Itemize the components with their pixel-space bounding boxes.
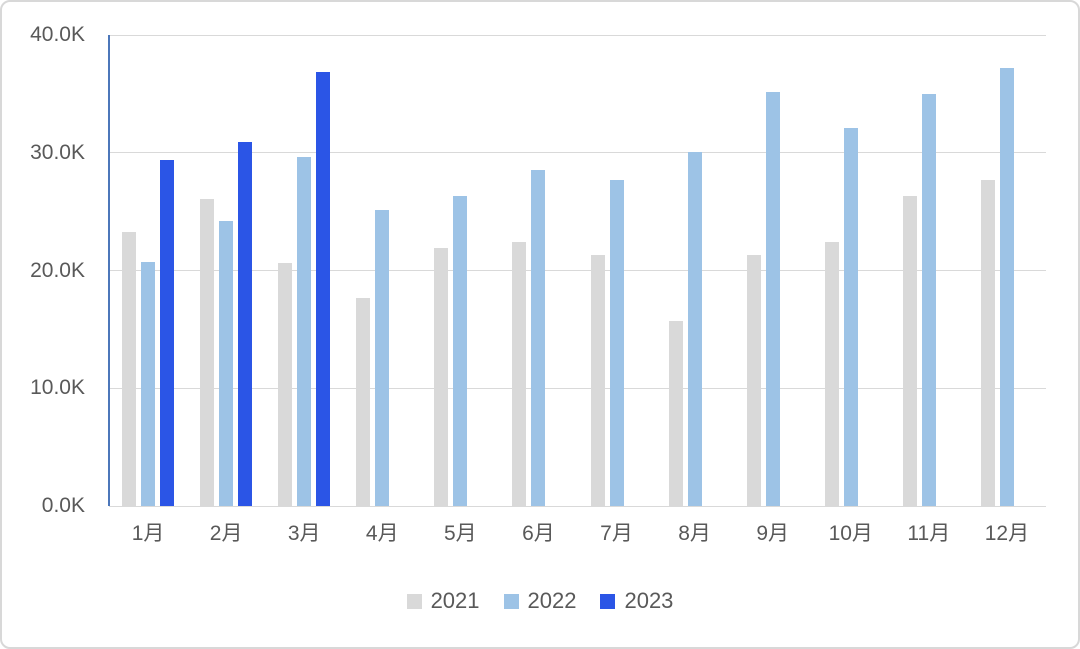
bar-2021-4月 bbox=[356, 297, 371, 506]
bar-2022-1月 bbox=[141, 262, 156, 506]
bar-2022-8月 bbox=[687, 151, 702, 506]
x-tick-label: 9月 bbox=[756, 522, 789, 545]
bar-2021-12月 bbox=[980, 179, 995, 506]
legend-item-2022: 2022 bbox=[503, 588, 577, 614]
bar-group-11月 bbox=[890, 35, 968, 506]
legend-label: 2023 bbox=[624, 588, 674, 613]
gridline-30.0K bbox=[109, 152, 1046, 154]
bar-2022-11月 bbox=[921, 93, 936, 506]
bar-2022-6月 bbox=[531, 170, 546, 506]
x-tick-label: 2月 bbox=[209, 522, 243, 545]
legend: 2021 2022 2023 bbox=[2, 588, 1078, 614]
bar-group-10月 bbox=[812, 35, 890, 506]
legend-swatch-icon bbox=[406, 593, 422, 609]
x-tick-label: 12月 bbox=[984, 522, 1030, 545]
x-tick-label: 10月 bbox=[828, 522, 873, 545]
y-tick-label: 10.0K bbox=[30, 376, 85, 400]
bar-group-8月 bbox=[656, 35, 734, 506]
bar-2021-7月 bbox=[590, 255, 605, 506]
bar-2021-1月 bbox=[122, 231, 137, 506]
bar-2021-9月 bbox=[746, 255, 761, 506]
bars-layer bbox=[109, 35, 1046, 506]
x-tick-label: 1月 bbox=[131, 522, 165, 545]
y-tick-label: 20.0K bbox=[30, 258, 85, 282]
gridline-40.0K bbox=[109, 34, 1046, 36]
bar-group-12月 bbox=[968, 35, 1046, 506]
bar-group-4月 bbox=[343, 35, 421, 506]
bar-group-5月 bbox=[421, 35, 499, 506]
legend-item-2021: 2021 bbox=[406, 588, 480, 614]
bar-2023-3月 bbox=[316, 71, 331, 506]
bar-2022-5月 bbox=[453, 196, 468, 506]
bar-group-7月 bbox=[577, 35, 655, 506]
bar-group-6月 bbox=[499, 35, 577, 506]
legend-item-2023: 2023 bbox=[600, 588, 673, 614]
bar-2021-6月 bbox=[512, 242, 527, 506]
x-tick-label: 6月 bbox=[522, 522, 555, 545]
y-tick-label: 30.0K bbox=[30, 140, 85, 164]
gridline-10.0K bbox=[109, 387, 1046, 389]
bar-2021-2月 bbox=[200, 198, 215, 506]
bar-2022-9月 bbox=[765, 91, 780, 506]
x-tick-label: 8月 bbox=[678, 522, 711, 545]
bar-group-1月 bbox=[109, 35, 187, 506]
bar-2022-12月 bbox=[999, 67, 1014, 506]
gridline-20.0K bbox=[109, 270, 1046, 271]
y-tick-label: 0.0K bbox=[41, 494, 85, 517]
x-tick-label: 11月 bbox=[907, 522, 951, 545]
legend-label: 2021 bbox=[430, 588, 480, 613]
bar-group-3月 bbox=[265, 35, 343, 506]
y-axis-labels: 0.0K 10.0K 20.0K 30.0K 40.0K bbox=[2, 23, 97, 517]
bar-2021-8月 bbox=[668, 321, 683, 506]
y-axis-line bbox=[108, 35, 110, 506]
plot-area bbox=[108, 34, 1046, 507]
bar-2022-4月 bbox=[375, 210, 390, 506]
x-tick-label: 3月 bbox=[287, 522, 321, 545]
legend-swatch-icon bbox=[503, 593, 519, 609]
bar-2021-11月 bbox=[902, 196, 917, 506]
x-tick-label: 7月 bbox=[600, 522, 633, 545]
x-tick-label: 5月 bbox=[444, 522, 477, 545]
bar-group-2月 bbox=[187, 35, 265, 506]
x-tick-label: 4月 bbox=[365, 522, 399, 545]
bar-2021-3月 bbox=[278, 263, 293, 506]
x-axis-labels: 1月 2月 3月 4月 5月 6月 7月 8月 9月 10月 11月 12月 bbox=[109, 519, 1046, 549]
y-tick-label: 40.0K bbox=[30, 23, 85, 46]
gridline-0.0K bbox=[109, 505, 1046, 507]
legend-label: 2022 bbox=[527, 588, 577, 613]
bar-group-9月 bbox=[734, 35, 812, 506]
bar-2022-10月 bbox=[843, 128, 858, 506]
bar-2023-2月 bbox=[238, 142, 253, 506]
bar-2021-10月 bbox=[824, 242, 839, 506]
bar-2022-2月 bbox=[219, 221, 234, 506]
legend-swatch-icon bbox=[600, 593, 616, 609]
bar-2022-7月 bbox=[609, 179, 624, 506]
bar-2023-1月 bbox=[160, 159, 175, 506]
bar-2022-3月 bbox=[297, 157, 312, 506]
bar-2021-5月 bbox=[434, 248, 449, 506]
